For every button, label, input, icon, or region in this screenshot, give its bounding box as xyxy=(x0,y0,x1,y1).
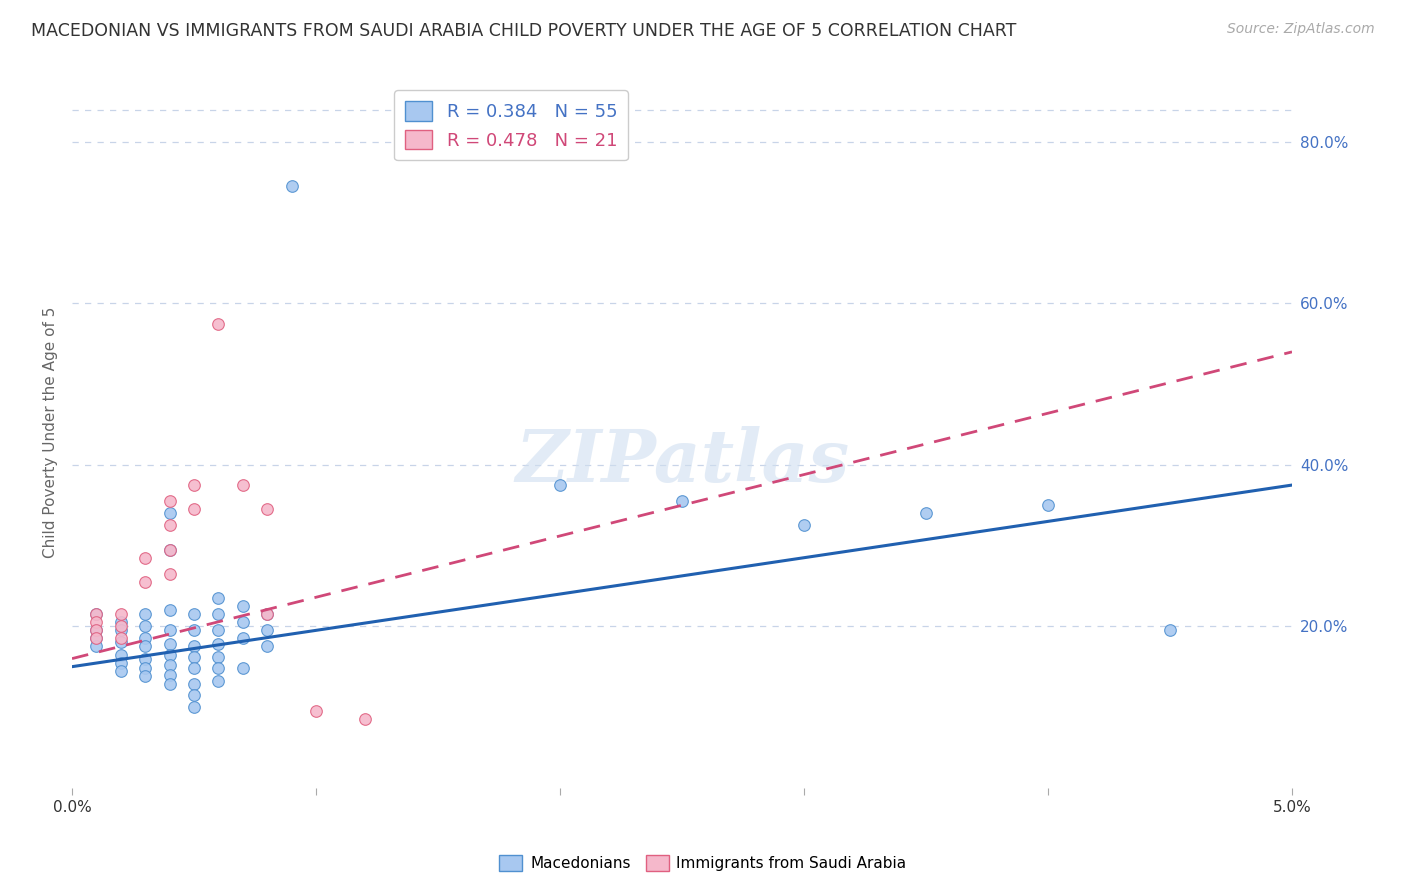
Point xyxy=(110,632,132,646)
Legend: Macedonians, Immigrants from Saudi Arabia: Macedonians, Immigrants from Saudi Arabi… xyxy=(494,849,912,877)
Point xyxy=(134,669,156,683)
Point xyxy=(134,640,156,654)
Point xyxy=(110,648,132,662)
Point xyxy=(159,658,181,673)
Point xyxy=(159,542,181,557)
Point xyxy=(915,506,938,520)
Point xyxy=(134,619,156,633)
Point xyxy=(134,651,156,665)
Point xyxy=(183,607,205,622)
Point xyxy=(159,494,181,508)
Point xyxy=(159,648,181,662)
Point xyxy=(86,640,108,654)
Point xyxy=(207,607,229,622)
Point xyxy=(232,632,254,646)
Point xyxy=(183,624,205,638)
Point xyxy=(183,640,205,654)
Point xyxy=(183,478,205,492)
Point xyxy=(793,518,815,533)
Point xyxy=(256,502,278,516)
Point xyxy=(280,179,302,194)
Point xyxy=(232,478,254,492)
Point xyxy=(110,664,132,678)
Point xyxy=(110,656,132,670)
Point xyxy=(232,615,254,630)
Point xyxy=(207,624,229,638)
Point xyxy=(110,635,132,649)
Point xyxy=(159,637,181,651)
Point xyxy=(232,599,254,614)
Point xyxy=(86,632,108,646)
Point xyxy=(159,677,181,691)
Point xyxy=(159,603,181,617)
Point xyxy=(134,661,156,675)
Point xyxy=(548,478,571,492)
Point xyxy=(207,637,229,651)
Text: Source: ZipAtlas.com: Source: ZipAtlas.com xyxy=(1227,22,1375,37)
Y-axis label: Child Poverty Under the Age of 5: Child Poverty Under the Age of 5 xyxy=(44,307,58,558)
Point xyxy=(256,624,278,638)
Point xyxy=(207,650,229,665)
Point xyxy=(159,506,181,520)
Point xyxy=(183,677,205,691)
Point xyxy=(305,704,328,718)
Point xyxy=(159,667,181,681)
Point xyxy=(1036,498,1059,512)
Point xyxy=(232,661,254,675)
Point xyxy=(159,542,181,557)
Point xyxy=(159,518,181,533)
Point xyxy=(183,700,205,714)
Point xyxy=(183,661,205,675)
Text: ZIPatlas: ZIPatlas xyxy=(515,425,849,497)
Point xyxy=(86,624,108,638)
Point xyxy=(207,317,229,331)
Point xyxy=(207,661,229,675)
Point xyxy=(86,624,108,638)
Point xyxy=(86,607,108,622)
Point xyxy=(159,624,181,638)
Point xyxy=(159,566,181,581)
Legend: R = 0.384   N = 55, R = 0.478   N = 21: R = 0.384 N = 55, R = 0.478 N = 21 xyxy=(394,90,628,161)
Text: MACEDONIAN VS IMMIGRANTS FROM SAUDI ARABIA CHILD POVERTY UNDER THE AGE OF 5 CORR: MACEDONIAN VS IMMIGRANTS FROM SAUDI ARAB… xyxy=(31,22,1017,40)
Point xyxy=(110,615,132,630)
Point xyxy=(86,615,108,630)
Point xyxy=(671,494,693,508)
Point xyxy=(110,607,132,622)
Point xyxy=(256,607,278,622)
Point xyxy=(86,632,108,646)
Point xyxy=(256,640,278,654)
Point xyxy=(134,550,156,565)
Point xyxy=(256,607,278,622)
Point xyxy=(353,712,375,726)
Point xyxy=(183,688,205,702)
Point xyxy=(183,502,205,516)
Point xyxy=(207,591,229,605)
Point xyxy=(134,574,156,589)
Point xyxy=(1159,624,1181,638)
Point xyxy=(207,674,229,689)
Point xyxy=(183,650,205,665)
Point xyxy=(134,607,156,622)
Point xyxy=(134,632,156,646)
Point xyxy=(110,619,132,633)
Point xyxy=(86,607,108,622)
Point xyxy=(110,624,132,638)
